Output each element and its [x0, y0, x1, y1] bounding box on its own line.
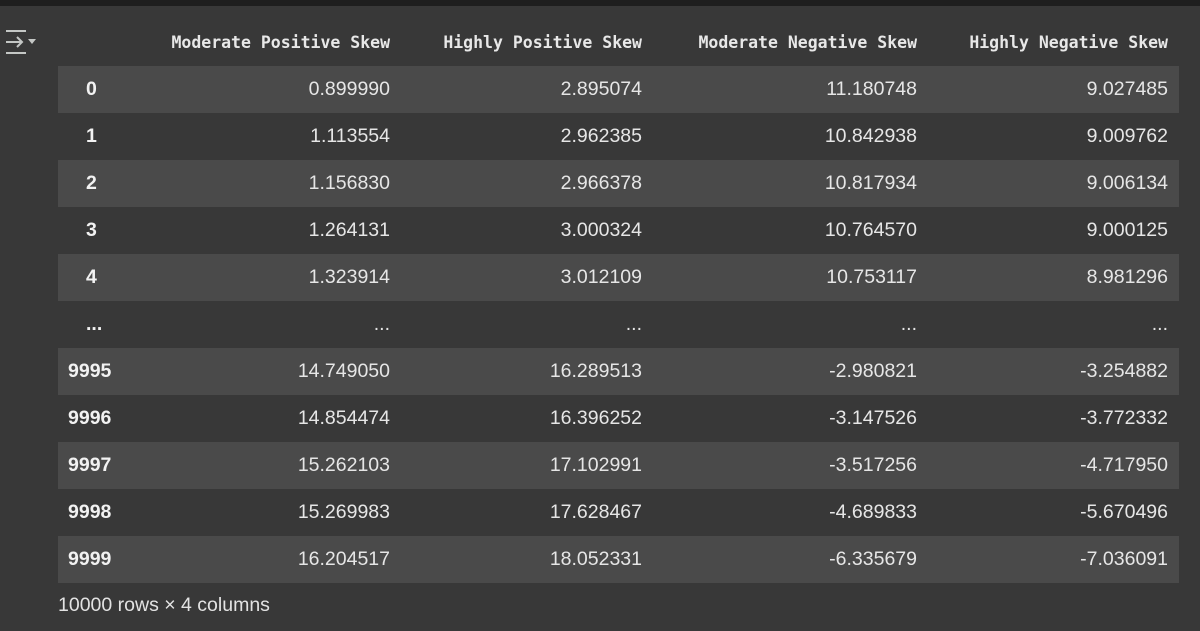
table-cell: 1.156830: [129, 160, 401, 207]
table-cell: 9.000125: [928, 207, 1179, 254]
table-cell: 9.009762: [928, 113, 1179, 160]
row-index: 9998: [58, 489, 129, 536]
table-row: 0 0.899990 2.895074 11.180748 9.027485: [58, 66, 1179, 113]
row-index: 9997: [58, 442, 129, 489]
row-index: 1: [58, 113, 129, 160]
table-row: 9999 16.204517 18.052331 -6.335679 -7.03…: [58, 536, 1179, 583]
table-cell: 9.027485: [928, 66, 1179, 113]
dataframe: Moderate Positive Skew Highly Positive S…: [58, 18, 1179, 583]
row-index: 9996: [58, 395, 129, 442]
row-index: 2: [58, 160, 129, 207]
table-cell: 9.006134: [928, 160, 1179, 207]
table-row-ellipsis: ... ... ... ... ...: [58, 301, 1179, 348]
column-header: Moderate Negative Skew: [698, 32, 917, 52]
table-cell: -5.670496: [928, 489, 1179, 536]
table-cell: 1.113554: [129, 113, 401, 160]
table-cell: 3.000324: [401, 207, 653, 254]
table-cell: -3.147526: [653, 395, 928, 442]
row-index: 9999: [58, 536, 129, 583]
table-cell: -4.689833: [653, 489, 928, 536]
table-cell: ...: [653, 301, 928, 348]
table-cell: ...: [928, 301, 1179, 348]
cell-divider: [0, 0, 1200, 6]
table-row: 9995 14.749050 16.289513 -2.980821 -3.25…: [58, 348, 1179, 395]
table-row: 4 1.323914 3.012109 10.753117 8.981296: [58, 254, 1179, 301]
table-cell: 15.262103: [129, 442, 401, 489]
table-cell: -2.980821: [653, 348, 928, 395]
table-cell: 10.753117: [653, 254, 928, 301]
table-row: 9998 15.269983 17.628467 -4.689833 -5.67…: [58, 489, 1179, 536]
table-row: 9997 15.262103 17.102991 -3.517256 -4.71…: [58, 442, 1179, 489]
table-cell: 11.180748: [653, 66, 928, 113]
table-cell: 16.204517: [129, 536, 401, 583]
table-cell: -3.772332: [928, 395, 1179, 442]
table-cell: 1.323914: [129, 254, 401, 301]
table-cell: 14.749050: [129, 348, 401, 395]
row-index: ...: [58, 301, 129, 348]
table-cell: 16.396252: [401, 395, 653, 442]
table-cell: 3.012109: [401, 254, 653, 301]
column-header: Highly Positive Skew: [443, 32, 642, 52]
index-header: [58, 18, 129, 66]
table-cell: 17.628467: [401, 489, 653, 536]
collapse-output-icon-glyph: [6, 30, 36, 54]
header-row: Moderate Positive Skew Highly Positive S…: [58, 18, 1179, 66]
column-header: Moderate Positive Skew: [171, 32, 390, 52]
table-cell: -6.335679: [653, 536, 928, 583]
table-cell: 17.102991: [401, 442, 653, 489]
row-index: 9995: [58, 348, 129, 395]
table-cell: 14.854474: [129, 395, 401, 442]
table-cell: 18.052331: [401, 536, 653, 583]
table-cell: -3.517256: [653, 442, 928, 489]
dataframe-shape: 10000 rows × 4 columns: [58, 594, 270, 616]
table-cell: 16.289513: [401, 348, 653, 395]
table-cell: 10.764570: [653, 207, 928, 254]
table-cell: 10.817934: [653, 160, 928, 207]
table-row: 1 1.113554 2.962385 10.842938 9.009762: [58, 113, 1179, 160]
table-cell: -4.717950: [928, 442, 1179, 489]
table-row: 2 1.156830 2.966378 10.817934 9.006134: [58, 160, 1179, 207]
table-cell: 10.842938: [653, 113, 928, 160]
table-cell: 0.899990: [129, 66, 401, 113]
collapse-output-icon[interactable]: [4, 28, 38, 56]
table-cell: ...: [401, 301, 653, 348]
table-cell: 2.966378: [401, 160, 653, 207]
row-index: 3: [58, 207, 129, 254]
row-index: 4: [58, 254, 129, 301]
table-cell: 2.895074: [401, 66, 653, 113]
table-cell: 15.269983: [129, 489, 401, 536]
table-cell: 2.962385: [401, 113, 653, 160]
table-cell: 1.264131: [129, 207, 401, 254]
table-row: 9996 14.854474 16.396252 -3.147526 -3.77…: [58, 395, 1179, 442]
table-cell: -3.254882: [928, 348, 1179, 395]
dataframe-table: Moderate Positive Skew Highly Positive S…: [58, 18, 1179, 583]
table-cell: -7.036091: [928, 536, 1179, 583]
row-index: 0: [58, 66, 129, 113]
column-header: Highly Negative Skew: [969, 32, 1168, 52]
table-cell: 8.981296: [928, 254, 1179, 301]
table-cell: ...: [129, 301, 401, 348]
table-row: 3 1.264131 3.000324 10.764570 9.000125: [58, 207, 1179, 254]
